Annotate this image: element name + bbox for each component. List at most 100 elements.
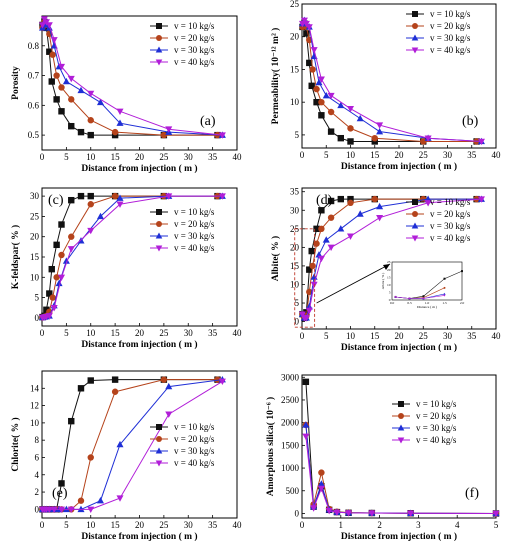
inset-y-tick-label: 20	[387, 268, 391, 272]
y-tick-label: 5	[295, 130, 300, 140]
data-point	[376, 122, 384, 129]
data-point	[298, 311, 307, 318]
data-point	[302, 378, 310, 386]
x-tick-label: 35	[467, 331, 477, 341]
legend-marker	[412, 199, 418, 205]
data-point	[68, 196, 75, 204]
inset-data-point	[443, 294, 446, 297]
data-point	[346, 233, 355, 240]
y-tick-label: 12	[30, 401, 39, 411]
inset-x-tick-label: 1.5	[442, 301, 447, 305]
data-point	[58, 480, 65, 487]
data-point	[53, 274, 60, 281]
series-3	[298, 196, 485, 322]
legend: v = 10 kg/s v = 20 kg/s v = 30 kg/s v = 40 …	[406, 197, 471, 243]
data-point	[67, 246, 75, 253]
y-tick-label: 8	[35, 435, 40, 445]
data-point	[77, 128, 85, 136]
inset-data-point	[394, 296, 397, 299]
x-tick-label: 40	[492, 150, 502, 160]
data-point	[165, 193, 173, 200]
x-tick-label: 30	[443, 150, 453, 160]
inset-data-point	[422, 297, 425, 300]
data-point	[347, 138, 354, 145]
data-point	[68, 96, 75, 103]
data-point	[68, 122, 75, 130]
data-point	[87, 131, 94, 139]
x-tick-label: 25	[419, 331, 429, 341]
data-point	[87, 454, 94, 461]
data-point	[116, 201, 124, 208]
x-tick-label: 35	[208, 328, 218, 338]
x-tick-label: 10	[86, 152, 96, 162]
legend-marker	[155, 59, 163, 66]
x-tick-label: 25	[419, 150, 429, 160]
y-tick-label: 14	[30, 383, 40, 393]
data-point	[46, 48, 53, 55]
legend-marker	[411, 235, 419, 242]
inset-data-point	[408, 297, 411, 300]
data-point	[302, 433, 310, 440]
panel-label: (c)	[48, 193, 64, 208]
data-point	[43, 306, 50, 313]
legend-label: v = 20 kg/s	[174, 219, 215, 229]
inset-data-point	[443, 277, 446, 280]
legend-label: v = 10 kg/s	[174, 422, 215, 432]
data-point	[87, 90, 95, 98]
y-tick-label: 30	[30, 191, 40, 201]
legend-label: v = 40 kg/s	[416, 435, 457, 445]
x-tick-label: 2	[377, 520, 382, 530]
data-point	[345, 510, 353, 517]
x-tick-label: 20	[135, 520, 145, 530]
x-tick-label: 25	[159, 520, 169, 530]
x-tick-label: 35	[208, 152, 218, 162]
data-point	[62, 77, 70, 85]
legend-marker	[156, 221, 162, 227]
legend-label: v = 30 kg/s	[174, 45, 215, 55]
panel-f: 0 1 2 3 4 5 0 500 1000 1500 2000 2500 3000 Distance f…	[265, 372, 500, 542]
data-point	[492, 510, 500, 518]
data-point	[62, 505, 70, 513]
data-point	[322, 236, 330, 243]
x-tick-label: 15	[111, 520, 121, 530]
data-point	[318, 112, 325, 119]
data-point	[50, 506, 58, 514]
x-tick-label: 15	[111, 328, 121, 338]
inset-y-tick-label: 15	[387, 275, 391, 279]
data-point	[308, 247, 315, 255]
x-tick-label: 0	[300, 331, 305, 341]
y-tick-label: 10	[290, 97, 300, 107]
data-point	[310, 505, 318, 512]
panel-label: (e)	[52, 486, 68, 501]
legend-marker	[412, 211, 418, 217]
data-point	[96, 212, 105, 220]
legend-marker	[411, 47, 419, 54]
legend: v = 10 kg/s v = 20 kg/s v = 30 kg/s v = 40 …	[150, 422, 215, 468]
x-tick-label: 5	[324, 150, 329, 160]
data-point	[48, 265, 55, 273]
inset-data-point	[443, 292, 446, 295]
zoom-box	[294, 228, 316, 328]
legend-label: v = 20 kg/s	[416, 411, 457, 421]
data-point	[318, 98, 325, 106]
series-2	[302, 421, 500, 517]
data-point	[302, 315, 310, 322]
y-tick-label: 20	[290, 32, 300, 42]
data-point	[77, 385, 85, 392]
data-point	[327, 214, 335, 221]
data-point	[337, 134, 344, 142]
x-axis-label: Distance from injection ( m )	[81, 339, 197, 350]
y-tick-label: 500	[286, 486, 300, 496]
x-tick-label: 0	[40, 152, 45, 162]
legend-marker	[156, 35, 162, 41]
panel-label: (f)	[465, 486, 479, 501]
inset-y-tick-label: 25	[387, 260, 391, 264]
y-tick-label: 2500	[281, 395, 300, 405]
data-point	[371, 138, 378, 145]
y-tick-label: 1000	[281, 463, 300, 473]
inset-x-tick-label: 0.5	[407, 301, 412, 305]
x-tick-label: 40	[233, 152, 243, 162]
data-point	[57, 63, 66, 71]
x-axis-label: Distance from injection ( m )	[81, 531, 197, 542]
